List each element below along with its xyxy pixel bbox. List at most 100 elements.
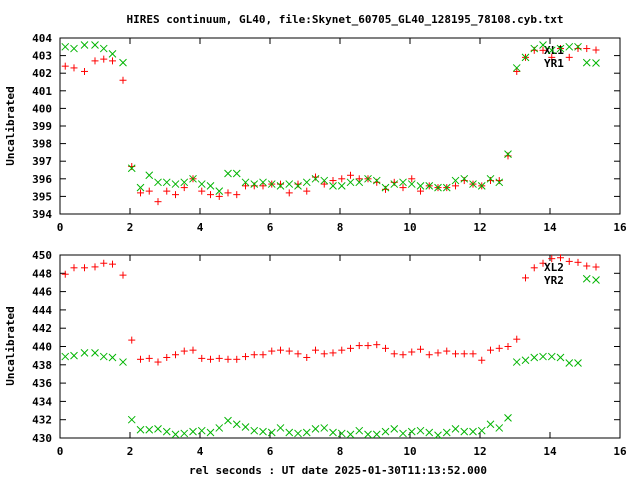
- data-point: [521, 356, 530, 365]
- x-tick-label: 16: [613, 445, 627, 458]
- legend-marker: [592, 46, 600, 54]
- data-point: [242, 353, 249, 361]
- data-point: [469, 427, 477, 436]
- data-point: [329, 181, 337, 190]
- data-point: [583, 45, 591, 53]
- data-point: [320, 350, 328, 358]
- data-point: [460, 174, 469, 183]
- y-tick-label: 436: [32, 377, 52, 390]
- data-point: [100, 55, 108, 63]
- data-point: [530, 353, 539, 362]
- data-point: [312, 346, 319, 354]
- data-point: [574, 359, 582, 367]
- data-point: [372, 176, 381, 185]
- x-tick-label: 6: [267, 221, 274, 234]
- data-point: [206, 181, 215, 190]
- data-point: [154, 178, 162, 187]
- data-point: [434, 431, 442, 440]
- data-point: [417, 345, 424, 353]
- data-point: [512, 358, 521, 366]
- data-point: [372, 430, 381, 439]
- legend-marker: [592, 59, 600, 67]
- data-point: [250, 426, 259, 435]
- data-point: [172, 351, 179, 359]
- data-point: [207, 191, 214, 199]
- series-XL1: [61, 45, 591, 206]
- data-point: [407, 427, 416, 436]
- data-point: [311, 424, 320, 433]
- data-point: [347, 171, 354, 179]
- series-YR2: [61, 274, 591, 440]
- y-tick-label: 450: [32, 249, 52, 262]
- data-point: [460, 350, 468, 358]
- data-point: [530, 44, 539, 53]
- data-point: [145, 354, 153, 362]
- data-point: [329, 349, 337, 357]
- series-XL2: [61, 254, 591, 366]
- data-point: [302, 178, 311, 187]
- data-point: [198, 354, 206, 362]
- data-point: [443, 347, 451, 355]
- data-point: [259, 351, 267, 359]
- data-point: [390, 350, 398, 358]
- y-tick-label: 438: [32, 359, 52, 372]
- data-point: [504, 343, 512, 350]
- y-tick-label: 446: [32, 286, 52, 299]
- data-point: [557, 254, 564, 262]
- data-point: [136, 183, 145, 192]
- data-point: [311, 174, 320, 183]
- data-point: [460, 427, 469, 436]
- data-point: [547, 352, 556, 361]
- data-point: [259, 427, 267, 436]
- data-point: [582, 58, 591, 67]
- data-point: [91, 57, 99, 65]
- data-point: [337, 429, 346, 438]
- x-tick-label: 8: [337, 445, 344, 458]
- data-point: [206, 428, 215, 437]
- data-point: [232, 169, 241, 178]
- data-point: [100, 259, 108, 267]
- x-tick-label: 16: [613, 221, 627, 234]
- data-point: [233, 355, 241, 363]
- data-point: [119, 271, 127, 279]
- data-point: [338, 175, 346, 183]
- data-point: [556, 353, 565, 362]
- data-point: [425, 428, 434, 437]
- data-point: [512, 64, 521, 72]
- y-tick-label: 402: [32, 67, 52, 80]
- data-point: [294, 181, 302, 190]
- data-point: [119, 76, 127, 84]
- x-tick-label: 14: [543, 445, 557, 458]
- upper-plot-panel: 394 395 396 397 398 399 400 401 402 403 404 0 2 4 6 8 10…: [4, 32, 627, 234]
- data-point: [99, 352, 108, 361]
- data-point: [80, 41, 89, 49]
- data-point: [442, 183, 451, 192]
- data-point: [487, 346, 494, 354]
- data-point: [346, 430, 355, 439]
- data-point: [127, 415, 136, 424]
- data-point: [232, 420, 241, 429]
- data-point: [108, 353, 117, 362]
- data-point: [259, 178, 267, 187]
- data-point: [154, 358, 162, 366]
- data-point: [451, 424, 460, 433]
- x-tick-label: 12: [473, 221, 486, 234]
- data-point: [530, 264, 538, 272]
- data-point: [197, 180, 206, 188]
- data-point: [80, 349, 89, 357]
- data-point: [189, 346, 197, 354]
- y-tick-label: 398: [32, 138, 52, 151]
- x-tick-label: 6: [267, 445, 274, 458]
- data-point: [162, 178, 171, 187]
- data-point: [108, 49, 117, 58]
- data-point: [407, 180, 416, 188]
- data-point: [582, 274, 591, 283]
- data-point: [355, 175, 363, 183]
- data-point: [70, 64, 78, 72]
- data-point: [442, 428, 451, 437]
- x-tick-label: 0: [57, 445, 64, 458]
- series-YR1: [61, 41, 591, 195]
- y-tick-label: 442: [32, 322, 52, 335]
- data-point: [189, 427, 197, 436]
- data-point: [390, 180, 399, 188]
